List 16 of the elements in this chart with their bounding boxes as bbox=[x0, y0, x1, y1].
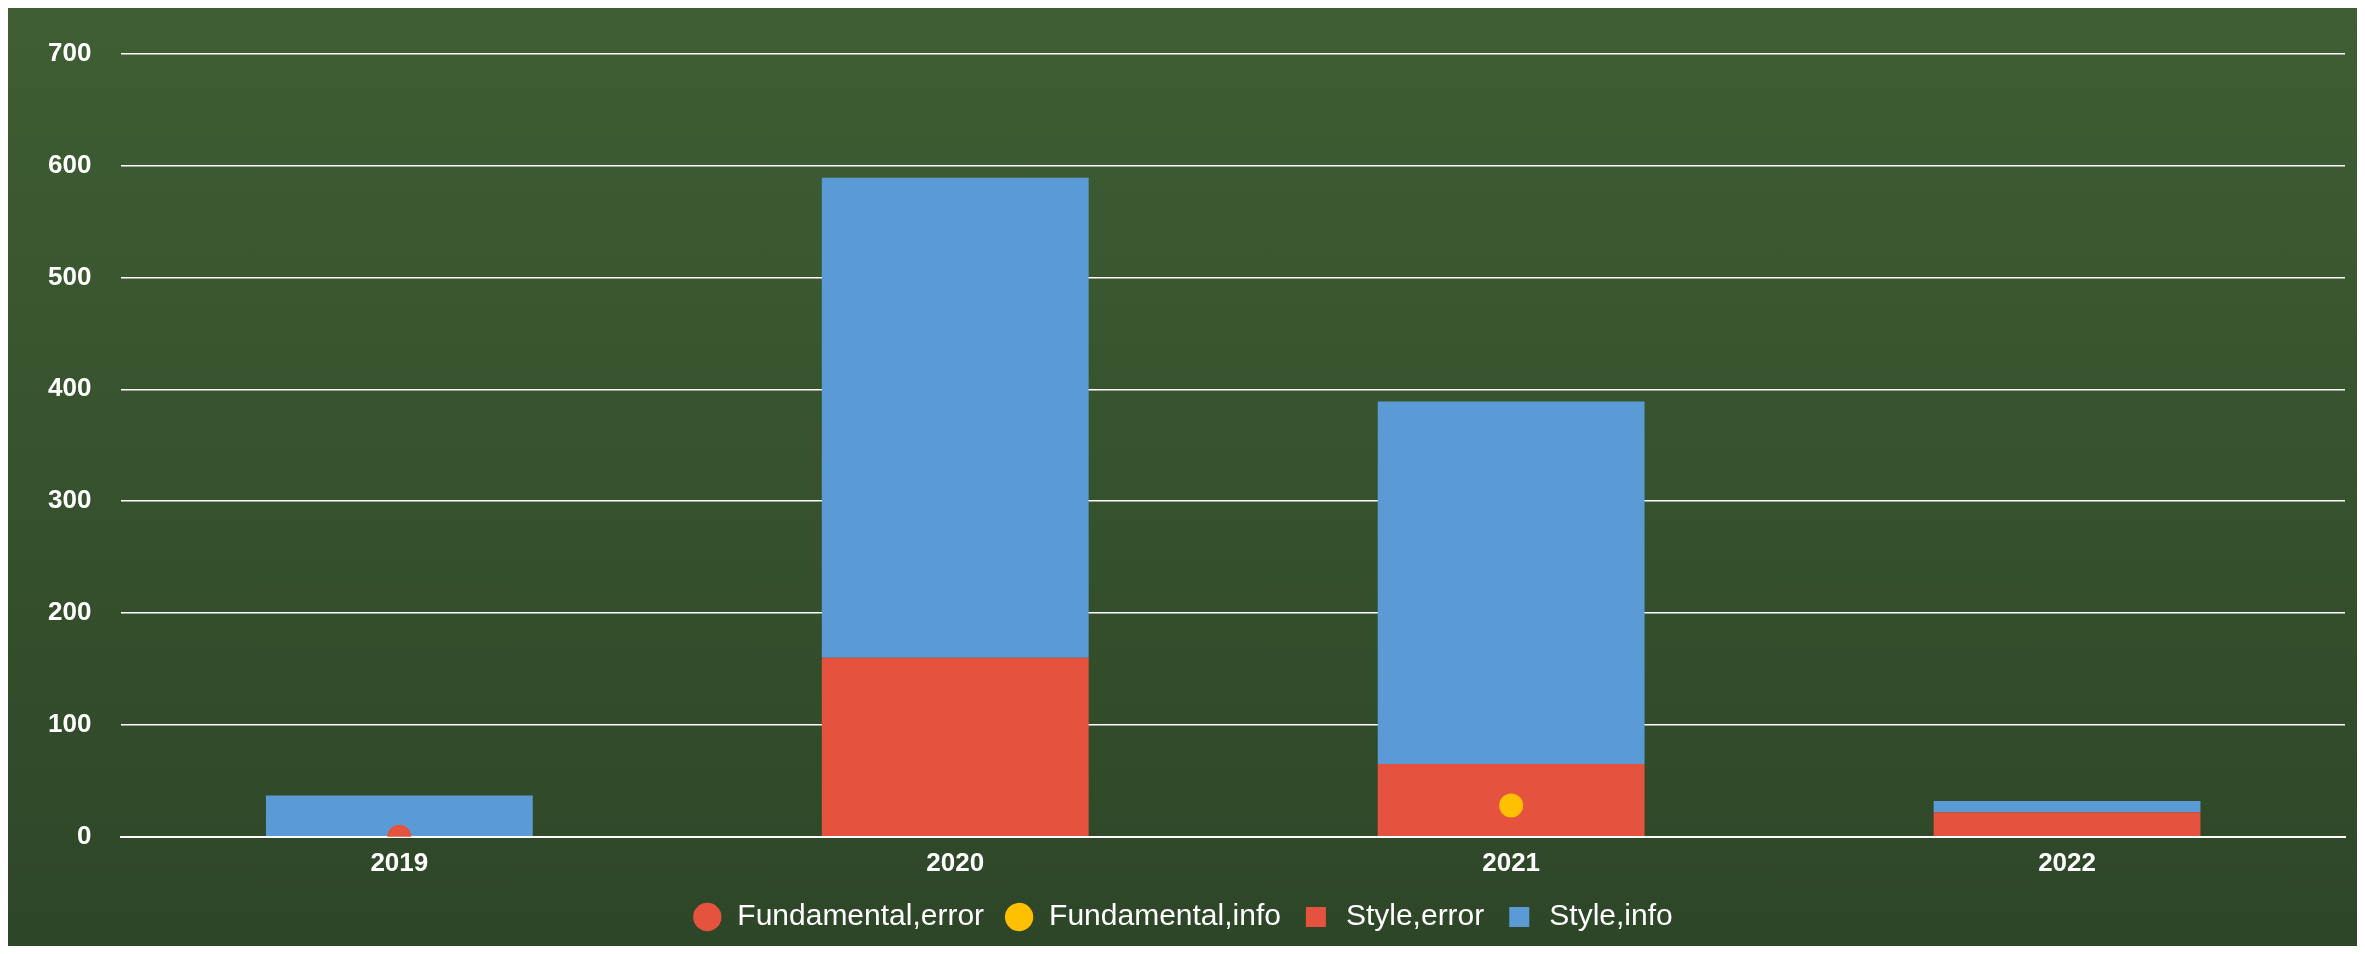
y-tick-label: 700 bbox=[47, 36, 92, 67]
y-tick-label: 300 bbox=[47, 484, 92, 515]
y-tick-label: 0 bbox=[76, 819, 92, 850]
legend-label: Style,error bbox=[1345, 898, 1485, 932]
y-tick-label: 600 bbox=[47, 148, 92, 179]
y-tick-label: 200 bbox=[47, 596, 92, 627]
x-tick-label: 2022 bbox=[2038, 846, 2096, 877]
x-tick-label: 2021 bbox=[1482, 846, 1541, 877]
legend-label: Fundamental,error bbox=[737, 898, 985, 932]
y-tick-label: 400 bbox=[47, 372, 92, 403]
y-tick-label: 500 bbox=[47, 260, 92, 291]
y-tick-label: 100 bbox=[47, 708, 92, 739]
legend-label: Style,info bbox=[1549, 898, 1673, 932]
legend-label: Fundamental,info bbox=[1049, 898, 1281, 932]
x-tick-label: 2020 bbox=[926, 846, 985, 877]
x-tick-label: 2019 bbox=[370, 846, 429, 877]
